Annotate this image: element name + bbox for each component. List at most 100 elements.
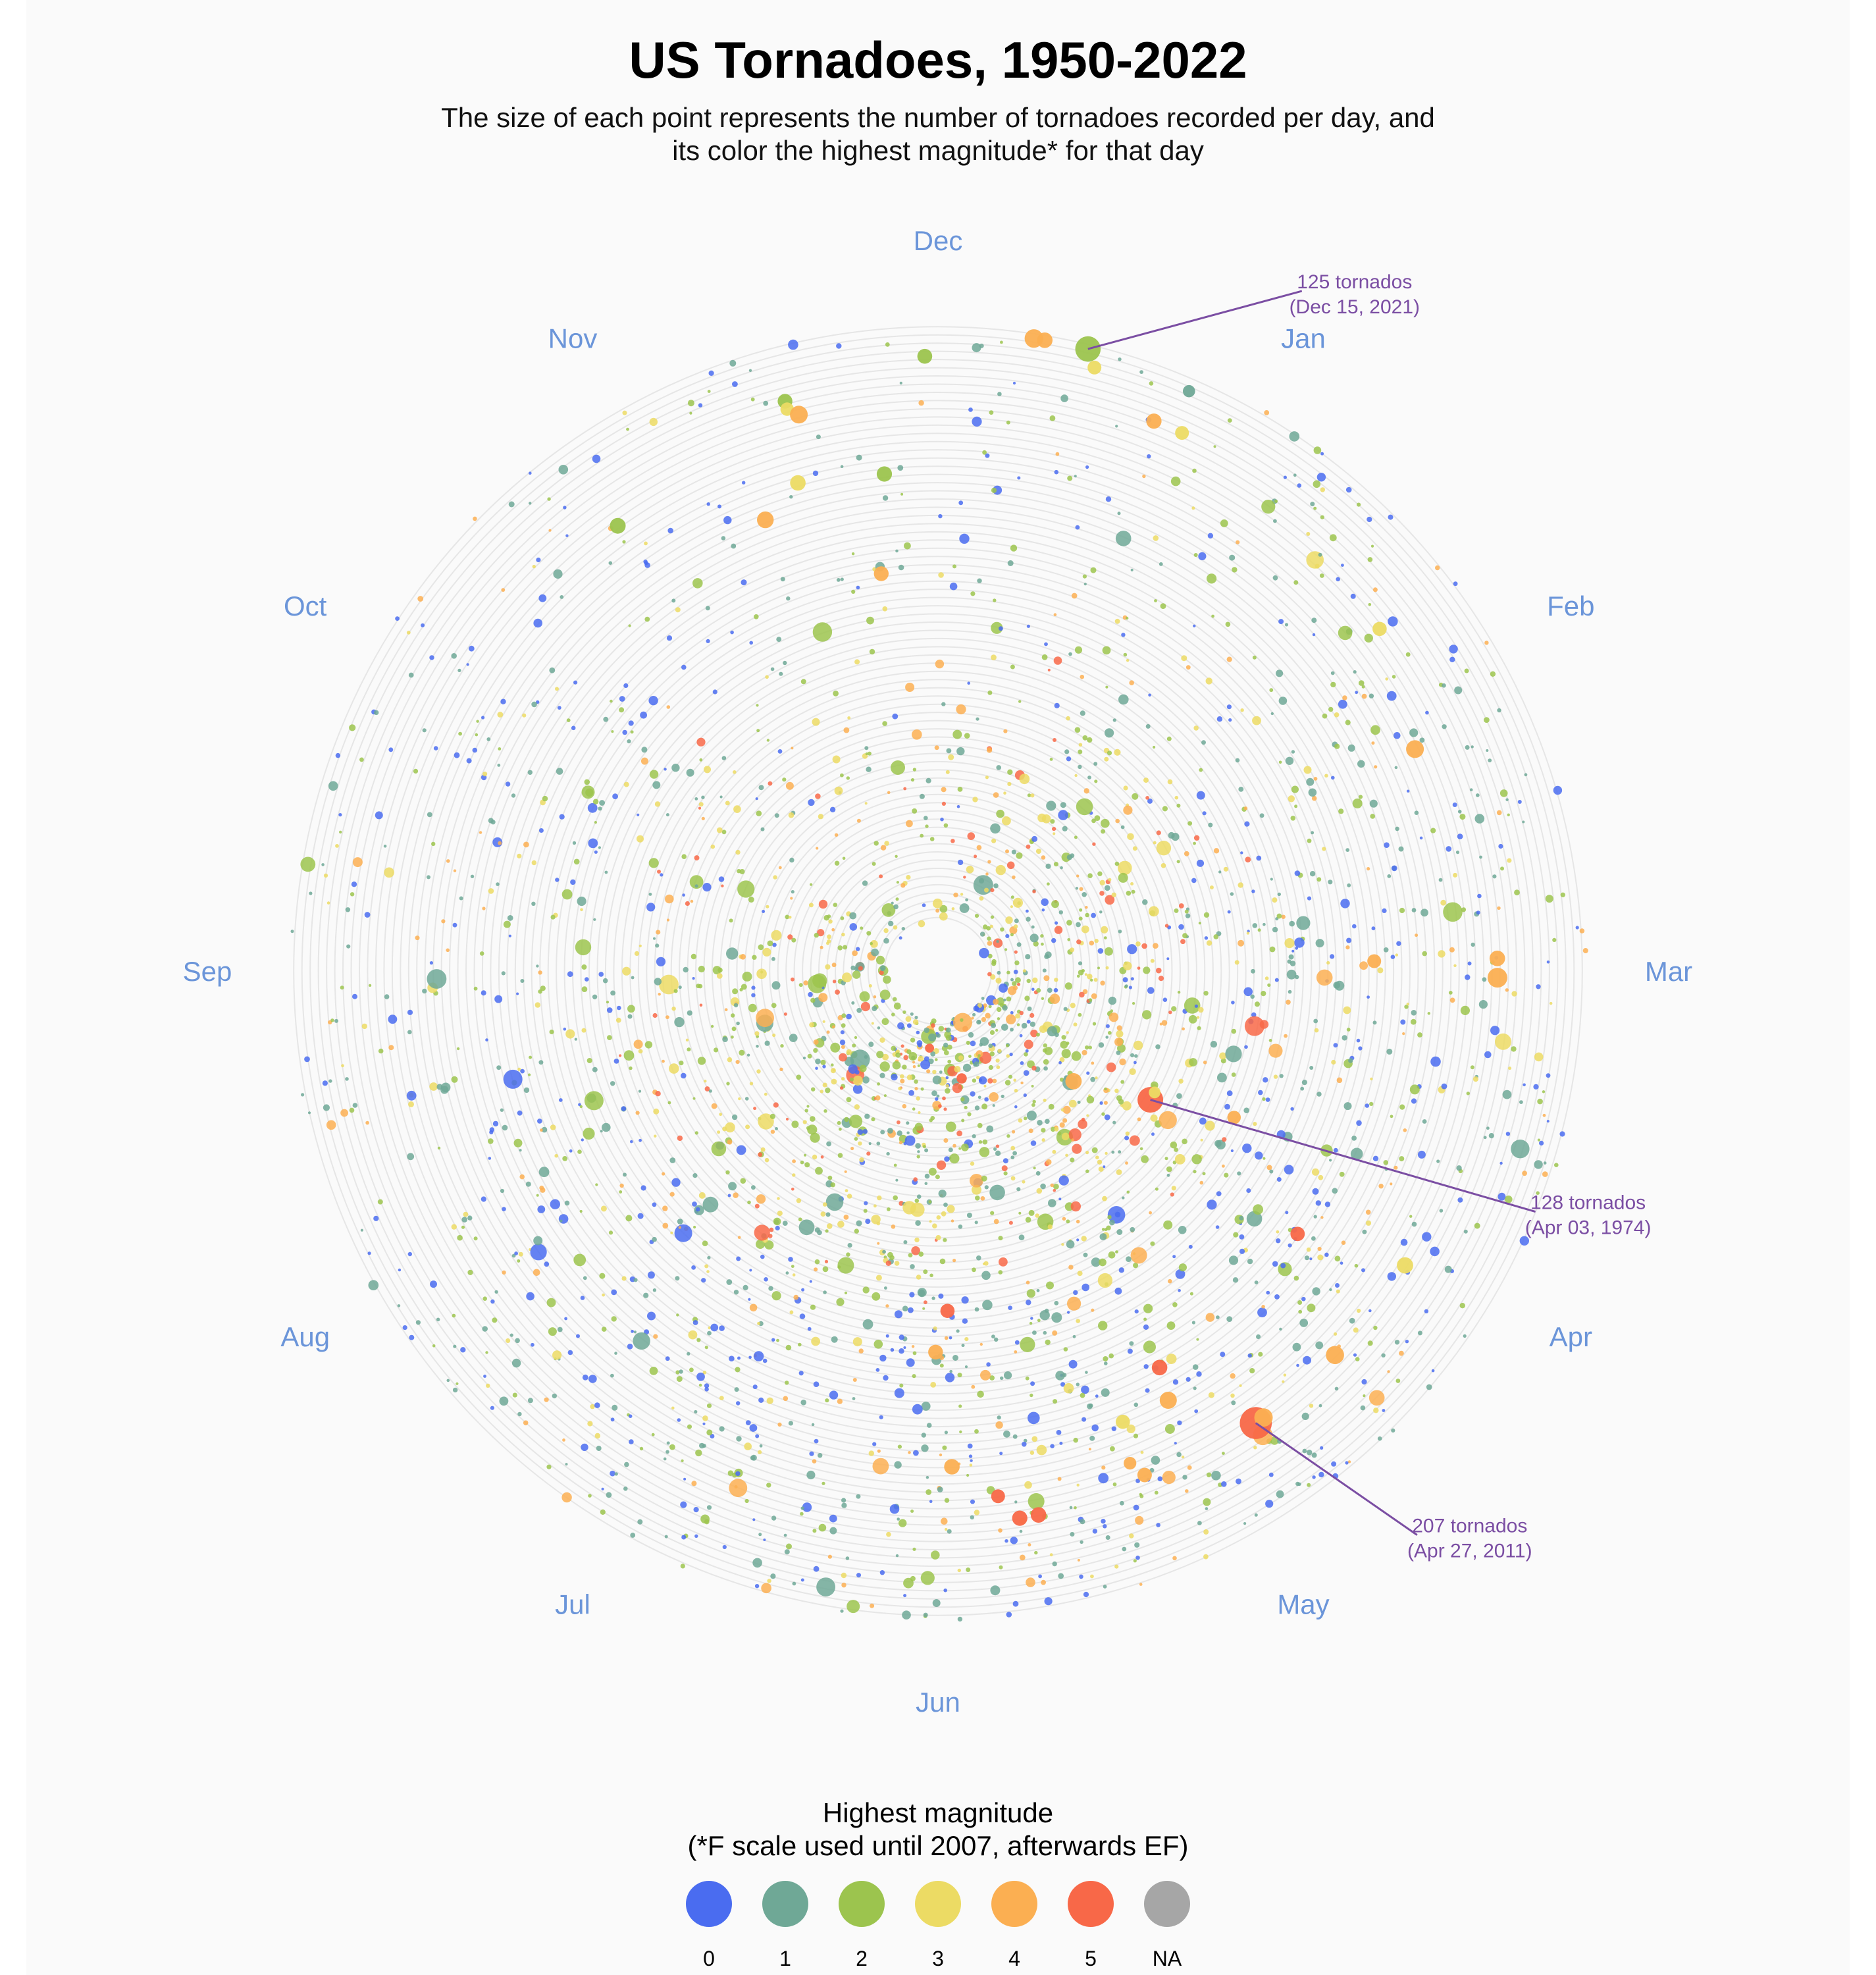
day-point — [760, 1254, 765, 1259]
day-point — [1105, 728, 1114, 738]
day-point — [1148, 693, 1151, 697]
day-point — [665, 1450, 669, 1454]
day-point — [793, 1294, 799, 1300]
day-point — [877, 1082, 880, 1086]
day-point — [1115, 818, 1120, 824]
day-point — [1360, 1405, 1366, 1411]
day-point — [375, 811, 383, 820]
day-point — [1105, 1036, 1108, 1039]
day-point — [1227, 418, 1232, 423]
day-point — [1066, 716, 1070, 721]
day-point — [1243, 1522, 1247, 1525]
day-point — [791, 1120, 799, 1128]
day-point — [1058, 1198, 1062, 1201]
day-point — [1065, 1153, 1068, 1157]
day-point — [897, 1130, 902, 1136]
day-point — [897, 1120, 900, 1124]
day-point — [818, 1523, 827, 1532]
day-point — [1026, 1280, 1030, 1284]
day-point — [1193, 553, 1198, 557]
day-point — [1227, 910, 1231, 914]
day-point — [711, 1103, 717, 1109]
year-ring — [596, 629, 1280, 1313]
day-point — [1386, 691, 1397, 701]
day-point — [1056, 1430, 1062, 1435]
day-point — [1053, 862, 1058, 867]
day-point — [1191, 506, 1195, 510]
day-point — [1010, 1011, 1014, 1014]
day-point — [849, 1077, 854, 1082]
day-point — [945, 1121, 956, 1132]
day-point — [1560, 892, 1565, 898]
day-point — [1387, 1272, 1396, 1281]
legend-title: Highest magnitude — [823, 1797, 1053, 1828]
year-ring — [777, 810, 1099, 1132]
day-point — [1255, 1001, 1260, 1007]
day-point — [833, 691, 839, 697]
day-point — [924, 1300, 927, 1305]
day-point — [657, 870, 661, 874]
day-point — [777, 1197, 780, 1200]
day-point — [533, 1236, 543, 1246]
day-point — [1036, 1444, 1047, 1456]
day-point — [912, 1374, 916, 1379]
day-point — [1430, 1246, 1440, 1257]
day-point — [680, 1564, 685, 1569]
day-point — [633, 1278, 638, 1282]
day-point — [820, 1211, 826, 1217]
day-point — [766, 739, 770, 742]
day-point — [1168, 1011, 1172, 1014]
day-point — [1045, 863, 1051, 869]
day-point — [883, 975, 891, 984]
day-point — [575, 939, 592, 956]
day-point — [1063, 1007, 1068, 1011]
year-ring — [818, 851, 1058, 1091]
day-point — [1330, 681, 1336, 688]
day-point — [1470, 1065, 1474, 1070]
day-point — [982, 450, 987, 455]
day-point — [873, 841, 879, 846]
day-point — [741, 984, 747, 990]
year-ring — [703, 736, 1173, 1206]
day-point — [536, 557, 541, 563]
day-point — [1351, 1136, 1357, 1141]
day-point — [1546, 1073, 1551, 1078]
day-point — [1126, 1190, 1130, 1194]
day-point — [1016, 942, 1022, 947]
day-point — [1004, 1080, 1011, 1086]
day-point — [1242, 1144, 1252, 1153]
day-point — [570, 879, 576, 885]
day-point — [754, 1224, 770, 1241]
day-point — [991, 654, 997, 660]
day-point — [1312, 1188, 1319, 1195]
day-point — [987, 1078, 993, 1084]
day-point — [1296, 1363, 1299, 1367]
day-point — [812, 718, 820, 726]
day-point — [923, 1612, 928, 1618]
day-point — [611, 730, 614, 733]
day-point — [1215, 1225, 1220, 1229]
day-point — [631, 976, 635, 980]
day-point — [917, 1288, 927, 1298]
day-point — [762, 1358, 768, 1363]
day-point — [906, 1023, 912, 1028]
day-point — [1051, 1126, 1056, 1132]
day-point — [1237, 1171, 1241, 1176]
day-point — [1156, 1523, 1160, 1527]
day-point — [816, 847, 819, 850]
day-point — [1373, 1408, 1379, 1413]
day-point — [1033, 1167, 1036, 1170]
day-point — [912, 1019, 919, 1025]
day-point — [532, 564, 536, 569]
day-point — [704, 1080, 707, 1083]
day-point — [1108, 878, 1112, 882]
day-point — [671, 764, 680, 772]
day-point — [647, 1311, 656, 1321]
day-point — [677, 1219, 683, 1224]
day-point — [1174, 1147, 1178, 1152]
day-point — [990, 915, 995, 919]
day-point — [1105, 496, 1112, 502]
day-point — [771, 1515, 777, 1521]
day-point — [942, 1096, 946, 1101]
day-point — [779, 672, 783, 676]
